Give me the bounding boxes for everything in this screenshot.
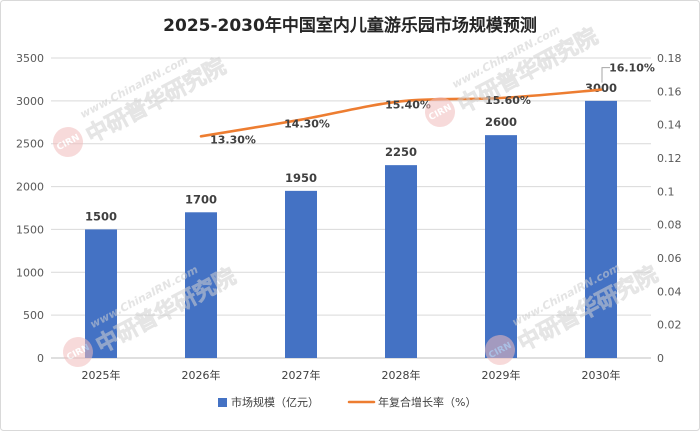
chart-title: 2025-2030年中国室内儿童游乐园市场规模预测 bbox=[163, 15, 537, 36]
legend-bar-swatch bbox=[218, 398, 227, 407]
line-value-labels: 13.30% 14.30% 15.40% 15.60% 16.10% bbox=[210, 62, 655, 147]
bar-value-label: 1500 bbox=[85, 209, 117, 223]
bar-value-label: 3000 bbox=[585, 81, 617, 95]
line-value-label: 15.40% bbox=[385, 98, 431, 111]
bar-value-label: 1950 bbox=[285, 171, 317, 185]
bar-value-label: 1700 bbox=[185, 192, 217, 206]
bar-value-label: 2250 bbox=[385, 145, 417, 159]
y2-axis-tick-label: 0.1 bbox=[657, 185, 675, 198]
x-axis: 2025年 2026年 2027年 2028年 2029年 2030年 bbox=[82, 368, 621, 382]
y2-axis-tick-label: 0.04 bbox=[657, 285, 682, 298]
y-axis-tick-label: 500 bbox=[23, 309, 44, 322]
bar-2030 bbox=[585, 100, 617, 358]
data-label-leader-line bbox=[601, 67, 610, 83]
y-axis-tick-label: 3000 bbox=[16, 95, 44, 108]
y2-axis-tick-label: 0.18 bbox=[657, 52, 682, 65]
bars bbox=[85, 100, 617, 358]
x-axis-tick-label: 2029年 bbox=[482, 368, 521, 382]
bar-value-labels: 1500 1700 1950 2250 2600 3000 bbox=[85, 81, 617, 224]
x-axis-tick-label: 2025年 bbox=[82, 368, 121, 382]
bar-2027 bbox=[285, 190, 317, 358]
bar-2029 bbox=[485, 135, 517, 358]
line-value-label: 15.60% bbox=[485, 94, 531, 107]
y-axis: 0 500 1000 1500 2000 2500 3000 3500 bbox=[16, 52, 44, 365]
bar-2025 bbox=[85, 229, 117, 358]
bar-value-label: 2600 bbox=[485, 115, 517, 129]
y2-axis-tick-label: 0.14 bbox=[657, 119, 682, 132]
line-value-label: 16.10% bbox=[609, 62, 655, 75]
x-axis-tick-label: 2030年 bbox=[582, 368, 621, 382]
legend-bar-label: 市场规模（亿元） bbox=[231, 395, 319, 409]
x-axis-tick-label: 2027年 bbox=[282, 368, 321, 382]
bar-2028 bbox=[385, 165, 417, 358]
y-axis-tick-label: 1500 bbox=[16, 223, 44, 236]
y2-axis-tick-label: 0.02 bbox=[657, 319, 682, 332]
growth-rate-line bbox=[199, 88, 603, 138]
y2-axis-tick-label: 0.06 bbox=[657, 252, 682, 265]
y2-axis-tick-label: 0.16 bbox=[657, 85, 682, 98]
gridlines bbox=[51, 57, 651, 359]
y2-axis-tick-label: 0 bbox=[657, 352, 664, 365]
growth-rate-series bbox=[199, 88, 603, 138]
y-axis-tick-label: 1000 bbox=[16, 266, 44, 279]
x-axis-tick-label: 2026年 bbox=[182, 368, 221, 382]
bar-2026 bbox=[185, 212, 217, 358]
y2-axis-tick-label: 0.12 bbox=[657, 152, 682, 165]
legend-line-label: 年复合增长率（%） bbox=[378, 395, 476, 409]
y-axis-tick-label: 0 bbox=[37, 352, 44, 365]
legend: 市场规模（亿元） 年复合增长率（%） bbox=[218, 395, 476, 409]
line-value-label: 14.30% bbox=[284, 118, 330, 131]
y-axis-tick-label: 2000 bbox=[16, 181, 44, 194]
line-value-label: 13.30% bbox=[210, 133, 256, 146]
x-axis-tick-label: 2028年 bbox=[382, 368, 421, 382]
y-axis-tick-label: 3500 bbox=[16, 52, 44, 65]
y2-axis-tick-label: 0.08 bbox=[657, 219, 682, 232]
y2-axis: 0 0.02 0.04 0.06 0.08 0.1 0.12 0.14 0.16 0.18 bbox=[657, 52, 682, 365]
y-axis-tick-label: 2500 bbox=[16, 138, 44, 151]
